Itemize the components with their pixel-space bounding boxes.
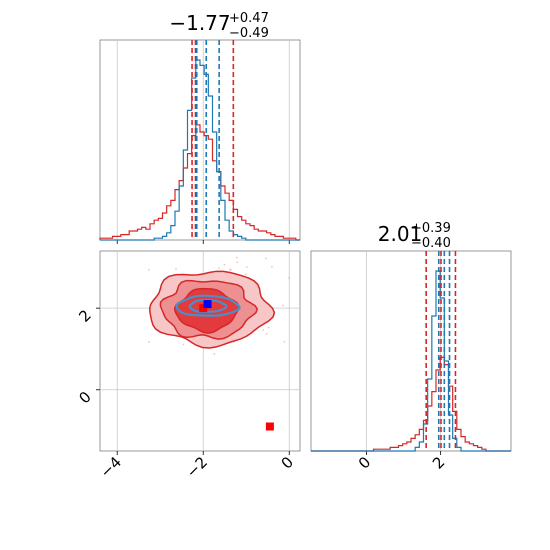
joint-scatter-point <box>288 277 291 279</box>
blue-square-marker <box>203 300 212 309</box>
marginal-x-title: −1.77 <box>169 11 230 35</box>
marginal-x-title-sup: +0.47 <box>229 11 269 26</box>
joint-y-tick-label: 2 <box>75 306 94 325</box>
joint-scatter-point <box>213 353 216 355</box>
joint-scatter-point <box>235 256 238 259</box>
joint-scatter-point <box>244 273 247 276</box>
marginal-y-title: 2.01 <box>378 222 423 246</box>
joint-scatter-point <box>283 340 286 343</box>
joint-x-ticks: −4 −2 0 <box>97 453 297 481</box>
marginal-y-x-tick-label: 0 <box>355 453 374 472</box>
joint-panel: −4 −2 0 02 <box>75 242 301 481</box>
marginal-x-frame <box>99 39 301 241</box>
joint-scatter-point <box>223 263 226 266</box>
marginal-x-grid <box>116 40 290 244</box>
marginal-x-title-value: −1.77 <box>169 11 230 35</box>
marginal-y-title-value: 2.01 <box>378 222 423 246</box>
joint-scatter-point <box>148 268 150 271</box>
joint-scatter-point <box>282 304 284 307</box>
joint-scatter-point <box>246 266 248 268</box>
joint-markers <box>199 300 274 431</box>
joint-x-tick-label: 0 <box>278 453 297 472</box>
joint-scatter-point <box>148 341 150 343</box>
joint-scatter-point <box>182 343 185 346</box>
joint-scatter-point <box>271 265 273 268</box>
marginal-y-histograms <box>311 270 511 452</box>
blue-contour-outer <box>175 294 241 317</box>
joint-x-tick-label: −2 <box>183 453 211 481</box>
joint-scatter-point <box>267 326 270 329</box>
marginal-y-hist-series-1 <box>311 270 511 452</box>
joint-y-tick-label: 0 <box>75 388 94 407</box>
marginal-x-panel: −1.77 +0.47 −0.49 <box>99 11 301 244</box>
joint-scatter-point <box>142 242 144 244</box>
marginal-y-x-tick-label: 2 <box>429 453 448 472</box>
joint-scatter-point <box>229 268 232 271</box>
marginal-y-title-sub: −0.40 <box>411 236 451 251</box>
joint-scatter-point <box>218 267 220 269</box>
marginal-x-hist-series-1 <box>100 59 300 241</box>
blue-contour-inner <box>188 298 228 314</box>
joint-scatter-point <box>236 261 239 264</box>
joint-scatter-point <box>262 329 265 331</box>
marginal-y-quantile-lines <box>425 251 457 451</box>
marginal-x-title-sub: −0.49 <box>229 26 269 41</box>
marginal-x-hist-series-0 <box>99 124 300 241</box>
red-square-marker <box>199 304 208 313</box>
marginal-y-title-sup: +0.39 <box>411 221 451 236</box>
joint-y-ticks: 02 <box>75 306 94 407</box>
joint-scatter-point <box>175 267 177 270</box>
joint-scatter-point <box>265 257 267 260</box>
red-square-marker-outlier <box>265 422 274 431</box>
marginal-x-quantile-lines <box>191 40 235 240</box>
joint-scatter-point <box>265 332 268 335</box>
marginal-y-frame <box>310 250 512 452</box>
joint-x-tick-label: −4 <box>97 453 125 481</box>
marginal-x-histograms <box>99 59 300 241</box>
